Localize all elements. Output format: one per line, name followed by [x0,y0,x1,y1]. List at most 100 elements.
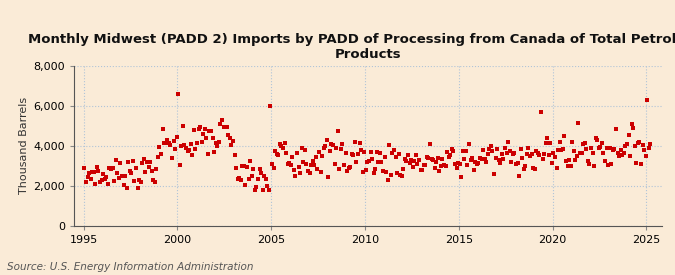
Point [407,164,418,169]
Point [517,156,528,161]
Point [375,150,385,155]
Point [504,148,515,153]
Point [623,133,634,137]
Point [382,178,393,182]
Point [518,167,529,171]
Point [560,159,571,164]
Point [618,150,629,155]
Point [300,148,310,152]
Point [315,170,326,174]
Point [223,133,234,137]
Point [542,136,553,140]
Point [351,160,362,164]
Point [340,151,351,155]
Point [95,180,105,184]
Point [489,172,500,176]
Point [545,141,556,145]
Point [548,151,559,155]
Point [135,180,146,184]
Point [475,155,485,160]
Point [506,160,516,165]
Point [176,144,187,148]
Point [415,167,426,172]
Point [476,157,487,161]
Point [167,156,178,160]
Point [254,167,265,171]
Point [529,167,540,172]
Point [290,174,301,178]
Point [401,159,412,164]
Point [213,139,224,144]
Point [231,166,242,171]
Point [634,139,645,144]
Point [451,166,462,170]
Point [357,170,368,174]
Point [288,167,299,172]
Point [98,172,109,176]
Point [204,129,215,133]
Point [500,146,510,150]
Point [296,146,307,150]
Point [220,125,231,130]
Point [617,153,628,158]
Point [307,158,318,163]
Point [508,152,518,156]
Point [493,158,504,162]
Point [90,182,101,187]
Point [586,145,597,150]
Point [465,158,476,162]
Point [360,167,371,172]
Point [243,177,254,182]
Point [277,146,288,150]
Point [171,135,182,139]
Point [117,174,128,178]
Point [118,183,129,188]
Point [93,169,104,174]
Point [446,147,457,151]
Point [352,152,363,156]
Point [107,166,118,170]
Point [434,169,445,173]
Point [484,147,495,152]
Point [325,149,335,153]
Point [134,178,144,182]
Point [212,144,223,148]
Point [362,160,373,164]
Point [423,156,434,161]
Point [572,154,583,158]
Point [298,159,308,164]
Point [215,122,226,126]
Point [583,158,593,163]
Point [414,158,425,162]
Point [587,151,598,155]
Point [520,164,531,168]
Point [626,122,637,126]
Point [335,146,346,151]
Point [169,147,180,151]
Point [97,178,107,183]
Point [629,143,640,148]
Point [238,164,249,168]
Point [404,161,415,166]
Point [151,167,162,171]
Point [373,160,384,164]
Point [209,150,219,155]
Point [218,125,229,129]
Point [240,182,251,187]
Point [464,142,475,147]
Point [369,171,379,175]
Point [184,148,194,152]
Point [573,121,584,125]
Point [531,149,541,153]
Point [232,177,243,181]
Point [104,166,115,170]
Point [636,162,647,167]
Point [592,138,603,142]
Point [385,173,396,177]
Point [174,163,185,167]
Point [273,152,284,157]
Point [345,164,356,169]
Point [537,157,548,161]
Point [509,150,520,155]
Point [279,141,290,145]
